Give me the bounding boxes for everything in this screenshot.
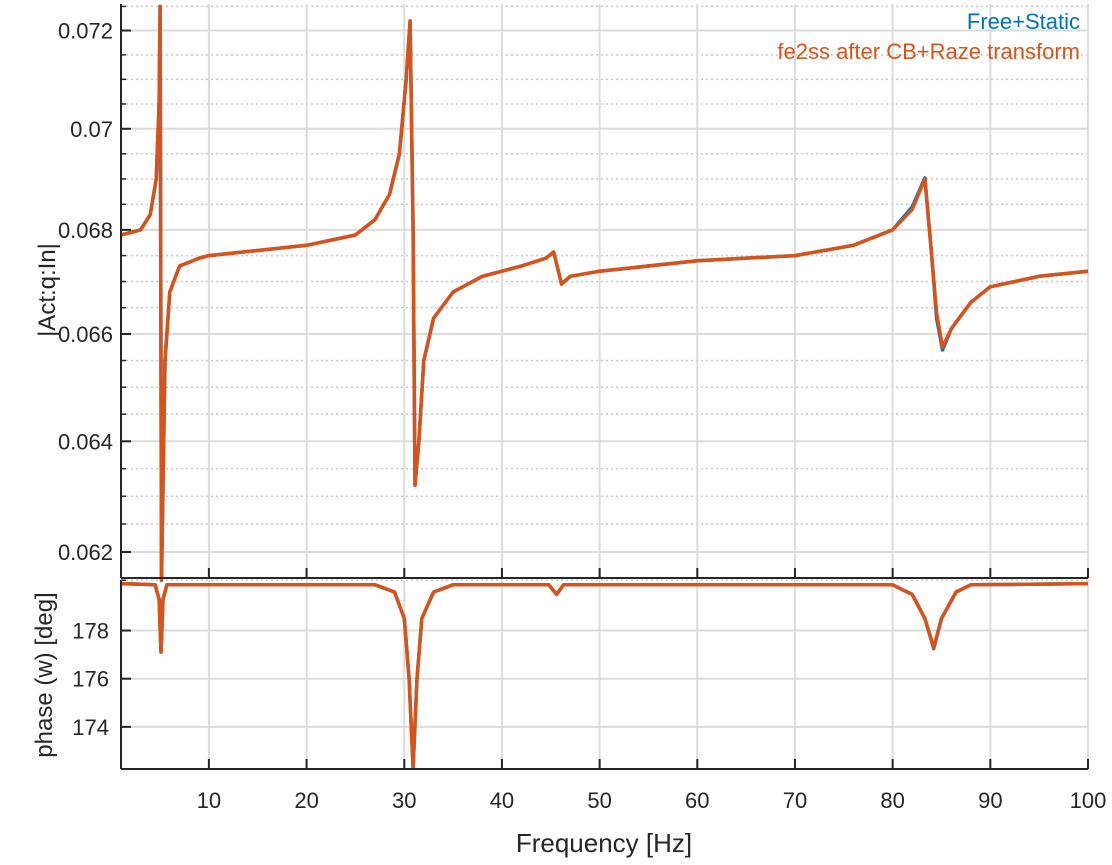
xtick-label: 100	[1070, 788, 1107, 813]
magnitude-series-free-static	[120, 4, 1089, 583]
xtick-label: 90	[978, 788, 1002, 813]
magnitude-ylabel: |Act:q:In|	[34, 243, 61, 337]
magnitude-ytick-label: 0.066	[58, 322, 113, 347]
xtick-label: 70	[783, 788, 807, 813]
xtick-label: 10	[197, 788, 221, 813]
x-axis-label: Frequency [Hz]	[516, 828, 692, 858]
legend-entry-free-static: Free+Static	[967, 9, 1080, 34]
tick-labels: 0.062 0.064 0.066 0.068 0.07 0.072 174 176 178 10…	[58, 19, 1106, 813]
xtick-label: 60	[685, 788, 709, 813]
magnitude-ytick-label: 0.064	[58, 429, 113, 454]
magnitude-lines	[120, 4, 1089, 583]
legend-entry-fe2ss: fe2ss after CB+Raze transform	[777, 39, 1080, 64]
xtick-label: 80	[880, 788, 904, 813]
magnitude-ytick-label: 0.07	[70, 117, 113, 142]
phase-ytick-label: 174	[72, 715, 109, 740]
phase-lines	[120, 581, 1089, 770]
xtick-label: 30	[392, 788, 416, 813]
phase-grid	[121, 580, 1089, 769]
phase-ytick-label: 178	[72, 619, 109, 644]
magnitude-grid	[121, 4, 1089, 582]
phase-ytick-label: 176	[72, 667, 109, 692]
xtick-label: 20	[294, 788, 318, 813]
axes	[120, 4, 1089, 770]
magnitude-series-fe2ss	[120, 4, 1089, 583]
phase-ylabel: phase (w) [deg]	[31, 592, 58, 757]
xtick-label: 40	[490, 788, 514, 813]
magnitude-ytick-label: 0.072	[58, 19, 113, 44]
magnitude-ytick-label: 0.068	[58, 218, 113, 243]
phase-series-fe2ss	[120, 581, 1089, 770]
xtick-label: 50	[587, 788, 611, 813]
magnitude-ytick-label: 0.062	[58, 540, 113, 565]
phase-series-free-static	[120, 581, 1089, 770]
